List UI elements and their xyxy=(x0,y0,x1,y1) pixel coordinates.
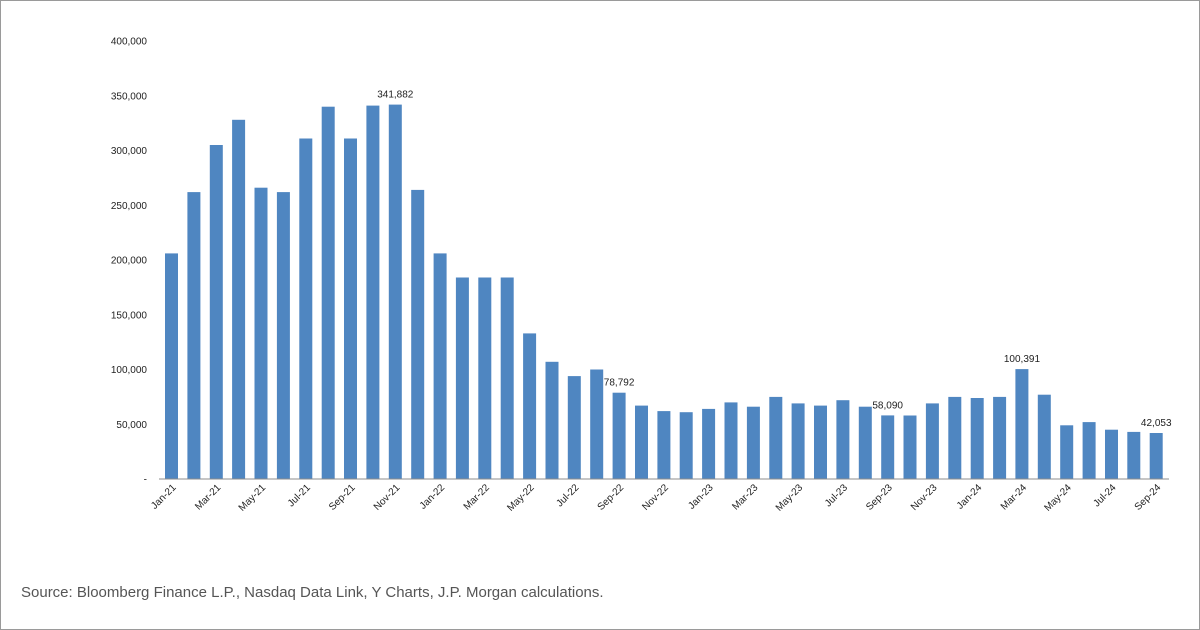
y-tick-label: - xyxy=(144,475,147,486)
bar xyxy=(925,403,939,479)
bar xyxy=(724,402,738,479)
bar xyxy=(746,406,760,479)
data-label: 100,391 xyxy=(1004,354,1041,365)
x-tick-label: Sep-22 xyxy=(596,482,627,513)
bar xyxy=(388,104,402,479)
bar xyxy=(903,415,917,479)
bar xyxy=(411,189,425,479)
bar xyxy=(814,405,827,479)
data-label: 42,053 xyxy=(1141,418,1172,429)
y-tick-label: 350,000 xyxy=(111,91,148,102)
bar xyxy=(836,400,850,479)
bar xyxy=(1105,429,1118,479)
bar xyxy=(702,408,716,479)
x-axis: Jan-21 Mar-21 May-21 Jul-21 Sep-21 Nov-21 Jan-… xyxy=(149,478,1169,514)
x-tick-label: Nov-21 xyxy=(372,482,403,513)
bar xyxy=(165,253,178,479)
data-label: 58,090 xyxy=(872,400,903,411)
bar xyxy=(209,145,223,479)
bar xyxy=(455,277,469,479)
x-tick-label: Sep-23 xyxy=(864,482,895,513)
bar xyxy=(276,192,290,479)
bar xyxy=(635,405,648,479)
bar xyxy=(232,119,246,480)
y-tick-label: 250,000 xyxy=(111,201,148,212)
bar xyxy=(1060,425,1074,479)
x-tick-label: May-23 xyxy=(774,482,806,514)
data-label: 341,882 xyxy=(377,90,414,101)
bar xyxy=(590,369,604,479)
bar xyxy=(500,277,514,479)
bar xyxy=(1127,431,1141,479)
x-tick-label: Sep-24 xyxy=(1133,482,1164,513)
y-tick-label: 50,000 xyxy=(116,420,147,431)
x-tick-label: Jul-24 xyxy=(1092,482,1119,509)
bar xyxy=(612,392,626,479)
x-tick-label: May-24 xyxy=(1042,482,1074,514)
bar xyxy=(881,415,895,479)
x-tick-label: Jul-22 xyxy=(554,482,581,509)
bar xyxy=(1149,433,1163,479)
x-tick-label: Sep-21 xyxy=(327,482,358,513)
x-tick-label: Mar-21 xyxy=(193,482,223,512)
x-tick-label: Mar-23 xyxy=(730,482,760,512)
x-tick-label: Jan-24 xyxy=(955,482,985,512)
y-tick-label: 150,000 xyxy=(111,310,148,321)
bar xyxy=(1082,422,1096,479)
bar xyxy=(993,396,1007,479)
bar xyxy=(1037,394,1051,479)
x-tick-label: Mar-24 xyxy=(999,482,1029,512)
x-tick-label: Jan-22 xyxy=(418,482,448,512)
x-tick-label: Nov-22 xyxy=(640,482,671,513)
x-tick-label: Mar-22 xyxy=(462,482,492,512)
bar xyxy=(299,138,313,479)
x-tick-label: Nov-23 xyxy=(909,482,940,513)
x-tick-label: May-22 xyxy=(505,482,537,514)
bar xyxy=(657,411,671,479)
bar xyxy=(478,277,492,479)
bar xyxy=(1015,369,1029,479)
bar xyxy=(948,396,962,479)
y-tick-label: 100,000 xyxy=(111,365,148,376)
bar xyxy=(567,376,581,479)
bar xyxy=(344,138,357,479)
bar xyxy=(187,192,201,479)
bar xyxy=(970,398,984,479)
x-tick-label: May-21 xyxy=(237,482,269,514)
bar xyxy=(254,187,268,479)
source-note: Source: Bloomberg Finance L.P., Nasdaq D… xyxy=(21,584,604,601)
bar xyxy=(523,333,537,479)
x-tick-label: Jan-23 xyxy=(686,482,716,512)
bar xyxy=(545,361,559,479)
bar xyxy=(769,396,783,479)
y-tick-label: 300,000 xyxy=(111,146,148,157)
x-tick-label: Jul-23 xyxy=(823,482,850,509)
x-tick-label: Jul-21 xyxy=(286,482,313,509)
x-tick-label: Jan-21 xyxy=(149,482,179,512)
bar xyxy=(791,403,805,479)
bar xyxy=(321,106,335,479)
bar xyxy=(433,253,447,479)
y-tick-label: 400,000 xyxy=(111,37,148,48)
data-label: 78,792 xyxy=(604,378,635,389)
bar xyxy=(366,105,380,479)
y-axis: - 50,000 100,000 150,000 200,000 250,000 300,0… xyxy=(111,37,148,486)
bar xyxy=(858,406,872,479)
data-labels: 341,882 78,792 58,090 100,391 42,053 xyxy=(377,90,1172,429)
bars xyxy=(165,104,1163,480)
y-tick-label: 200,000 xyxy=(111,256,148,267)
bar xyxy=(679,412,693,479)
